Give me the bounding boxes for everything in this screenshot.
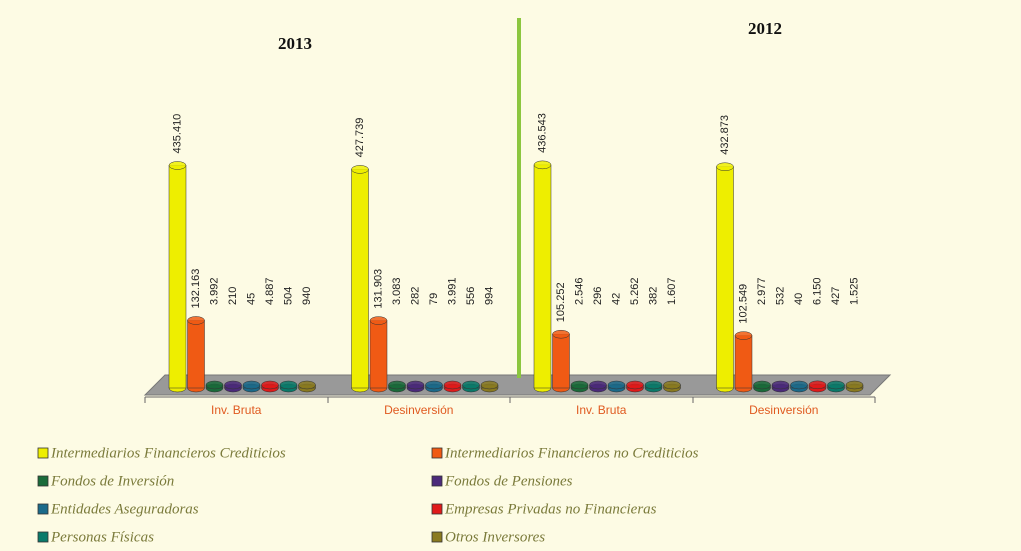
cylinder-top	[279, 380, 298, 390]
bar	[716, 166, 734, 389]
data-label: 1.607	[666, 277, 678, 305]
legend-swatch	[37, 531, 49, 543]
legend-swatch	[431, 447, 443, 459]
bar	[369, 320, 388, 389]
cylinder-top	[533, 160, 552, 170]
cylinder-top	[480, 380, 499, 390]
x-tick-label: Desinversión	[749, 403, 818, 417]
x-tick-label: Desinversión	[384, 403, 453, 417]
cylinder-top	[734, 331, 753, 340]
data-label: 282	[409, 287, 421, 305]
cylinder-top	[808, 380, 827, 390]
legend-swatch	[37, 503, 49, 515]
data-label: 79	[428, 293, 440, 305]
cylinder-top	[845, 380, 864, 390]
data-label: 2.546	[573, 277, 585, 305]
data-label: 504	[282, 287, 294, 305]
legend-swatch	[37, 475, 49, 487]
bar	[552, 333, 570, 389]
chart-title: 2013	[278, 34, 312, 53]
cylinder-top	[644, 380, 663, 390]
cylinder-top	[406, 380, 425, 390]
data-label: 994	[483, 287, 495, 305]
cylinder-top	[187, 316, 205, 325]
legend-label: Personas Físicas	[50, 529, 154, 545]
data-label: 102.549	[737, 284, 749, 324]
data-label: 436.543	[536, 113, 548, 153]
legend-label: Intermediarios Financieros no Crediticio…	[444, 445, 699, 461]
cylinder-top	[369, 316, 388, 325]
bar	[734, 335, 753, 389]
legend-label: Fondos de Inversión	[50, 473, 174, 489]
legend-label: Entidades Aseguradoras	[50, 501, 199, 517]
cylinder-top	[827, 380, 845, 390]
data-label: 5.262	[629, 277, 641, 305]
data-label: 427	[830, 287, 842, 305]
cylinder-top	[242, 380, 261, 390]
x-tick-label: Inv. Bruta	[211, 403, 262, 417]
data-label: 427.739	[354, 118, 366, 158]
data-label: 296	[592, 287, 604, 305]
data-label: 42	[610, 293, 622, 305]
cylinder-top	[205, 380, 224, 390]
cylinder-top	[663, 380, 681, 390]
data-label: 532	[774, 287, 786, 305]
cylinder-top	[716, 162, 734, 172]
chart-title: 2012	[748, 19, 782, 38]
cylinder-top	[462, 380, 480, 390]
cylinder-top	[261, 380, 279, 390]
data-label: 40	[793, 293, 805, 305]
legend-label: Otros Inversores	[445, 529, 545, 545]
bar	[351, 169, 369, 389]
data-label: 3.083	[391, 277, 403, 305]
data-label: 6.150	[811, 277, 823, 305]
data-label: 382	[647, 287, 659, 305]
data-label: 45	[245, 293, 257, 305]
cylinder-top	[443, 380, 462, 390]
cylinder-top	[425, 380, 443, 390]
floor	[143, 374, 892, 396]
data-label: 3.992	[208, 277, 220, 305]
legend-label: Fondos de Pensiones	[444, 473, 573, 489]
data-label: 435.410	[171, 114, 183, 154]
x-tick-label: Inv. Bruta	[576, 403, 627, 417]
data-label: 2.977	[756, 277, 768, 305]
bar	[168, 165, 187, 389]
legend-swatch	[431, 503, 443, 515]
cylinder-top	[298, 380, 316, 390]
legend-label: Empresas Privadas no Financieras	[444, 501, 657, 517]
cylinder-top	[388, 380, 406, 390]
bar	[533, 164, 552, 389]
legend-swatch	[37, 447, 49, 459]
cylinder-top	[589, 380, 607, 390]
bar	[187, 320, 205, 389]
cylinder-top	[607, 380, 626, 390]
legend-label: Intermediarios Financieros Crediticios	[50, 445, 286, 461]
legend-swatch	[431, 531, 443, 543]
data-label: 556	[465, 287, 477, 305]
legend-swatch	[431, 475, 443, 487]
data-label: 132.163	[190, 269, 202, 309]
data-label: 3.991	[446, 277, 458, 305]
data-label: 1.525	[848, 277, 860, 305]
data-label: 432.873	[719, 115, 731, 155]
cylinder-top	[351, 165, 369, 174]
data-label: 210	[227, 287, 239, 305]
cylinder-top	[570, 380, 589, 390]
cylinder-top	[626, 380, 644, 390]
cylinder-top	[552, 329, 570, 339]
data-label: 940	[301, 287, 313, 305]
data-label: 105.252	[555, 282, 567, 322]
cylinder-top	[224, 380, 242, 390]
cylinder-top	[753, 380, 771, 390]
cylinder-top	[790, 380, 808, 390]
data-label: 4.887	[264, 277, 276, 305]
data-label: 131.903	[372, 269, 384, 309]
cylinder-top	[771, 380, 790, 390]
cylinder-top	[168, 161, 187, 170]
